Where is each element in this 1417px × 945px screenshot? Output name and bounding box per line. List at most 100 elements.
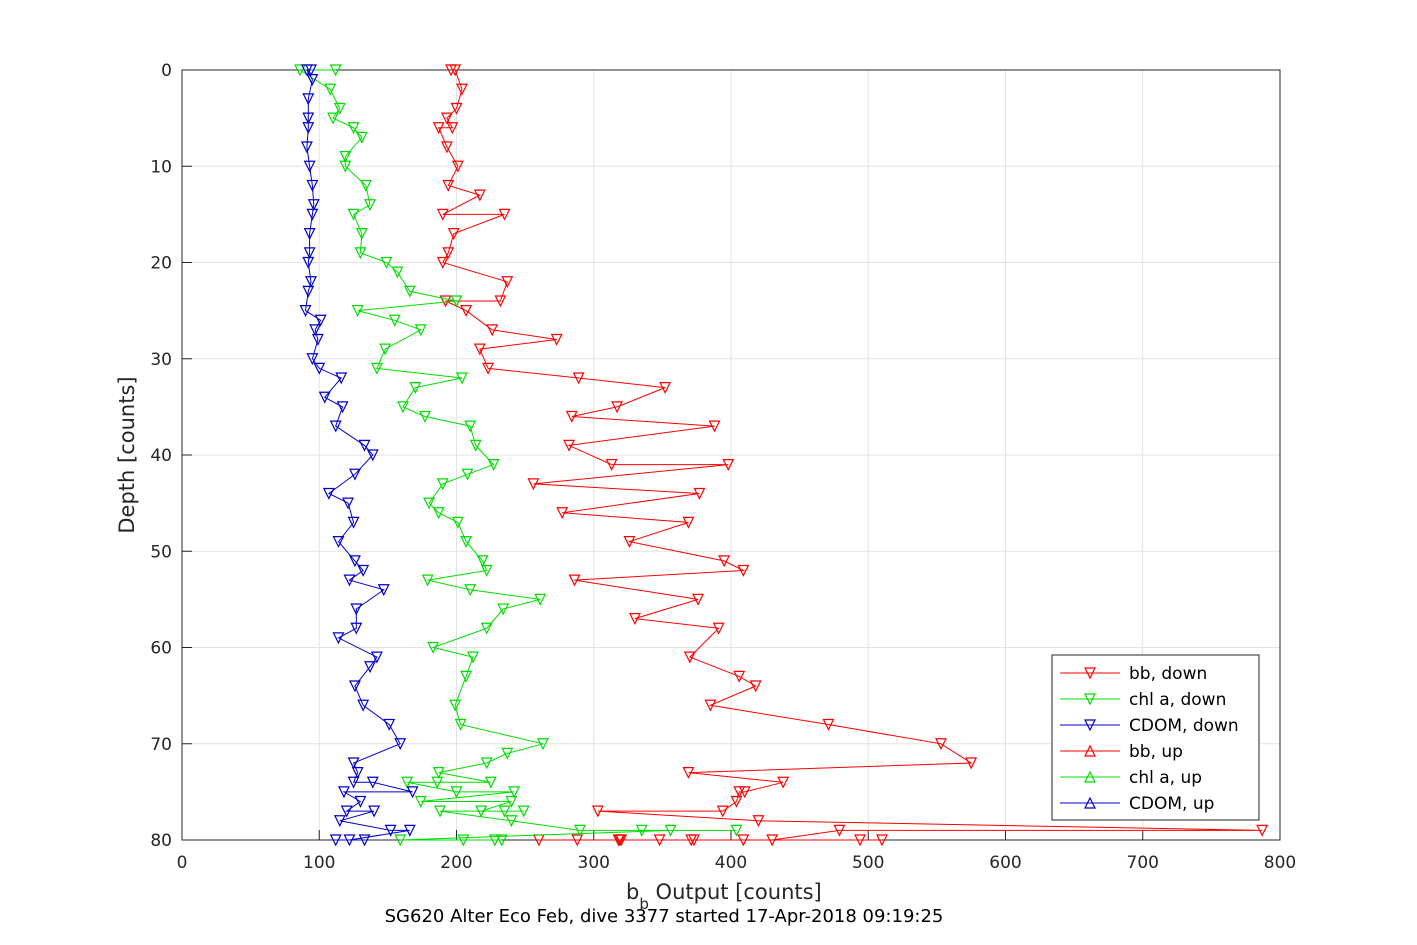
data-point [487,459,500,471]
data-point [716,805,729,818]
data-point [613,834,626,847]
data-point [460,305,473,317]
data-point [306,208,319,221]
data-point [329,834,342,847]
data-point [449,64,462,77]
data-point [605,459,618,471]
data-point [482,362,495,375]
data-point [333,815,346,828]
data-point [347,122,360,135]
data-point [749,680,762,693]
data-point [501,747,514,760]
data-point [348,555,361,568]
data-point [935,738,947,751]
data-point [306,353,319,366]
chart-subtitle: SG620 Alter Eco Feb, dive 3377 started 1… [385,906,944,927]
data-point [460,536,473,548]
data-point [364,199,377,212]
data-point [359,179,372,192]
data-point [348,468,361,481]
y-axis-label: Depth [counts] [115,376,139,533]
legend-marker [1084,770,1096,783]
legend-label: chl a, up [1129,768,1202,788]
data-point [314,314,327,327]
x-tick-label: 300 [578,853,610,873]
data-point [484,776,497,789]
data-point [498,208,511,221]
data-point [305,276,317,289]
data-point [440,141,453,154]
legend-marker [1084,693,1096,706]
data-point [571,834,584,847]
data-point [733,670,746,683]
data-point [370,651,383,664]
data-point [343,834,356,847]
data-point [379,343,392,356]
data-point [409,382,422,394]
series-layer [294,64,1269,847]
x-tick-label: 400 [715,853,747,873]
data-point [313,362,326,375]
data-point [498,805,511,818]
data-point [464,420,477,433]
data-point [822,718,835,731]
data-point [303,228,316,240]
data-point [442,247,455,260]
data-point [340,805,353,818]
data-point [572,372,585,385]
data-point [351,767,364,779]
data-point [318,391,331,404]
data-point [536,738,549,751]
data-point [480,564,493,577]
y-tick-label: 40 [150,446,172,466]
data-point [664,824,677,837]
data-point [876,834,888,847]
data-point [383,718,396,731]
data-point [329,64,342,77]
data-point [357,699,370,712]
data-point [403,824,416,837]
x-tick-label: 0 [177,853,188,873]
series-line [304,69,413,841]
data-point [611,401,624,414]
data-point [311,333,324,346]
data-point [302,256,315,269]
series-line [298,69,737,841]
data-point [752,815,765,828]
data-point [358,834,371,847]
data-point [451,516,464,529]
data-point [693,487,706,500]
x-tick-label: 500 [852,853,884,873]
data-point [469,439,482,452]
data-point [722,459,735,471]
y-tick-label: 50 [150,542,172,562]
x-axis-ticks: 0 100 200 300 400 500 600 700 800 [177,830,1296,873]
data-point [414,324,427,337]
data-point [427,641,440,654]
data-point [450,786,463,799]
data-point [327,112,339,125]
data-point [348,680,361,693]
x-tick-label: 700 [1127,853,1159,873]
legend-box [1051,654,1260,821]
data-point [464,584,477,597]
data-point [335,372,348,385]
y-tick-label: 70 [150,735,172,755]
series-1 [294,64,743,847]
data-point [355,131,368,144]
legend-marker [1084,744,1096,757]
data-point [550,333,563,346]
data-point [682,767,695,779]
data-point [370,362,383,375]
y-tick-label: 60 [150,639,172,659]
data-point [436,256,449,269]
data-point [965,757,978,770]
data-point [322,487,335,500]
data-point [628,613,641,625]
data-point [347,757,360,770]
legend-label: chl a, down [1129,690,1226,710]
series-line [437,69,1263,841]
data-point [591,805,604,818]
data-point [733,786,746,799]
